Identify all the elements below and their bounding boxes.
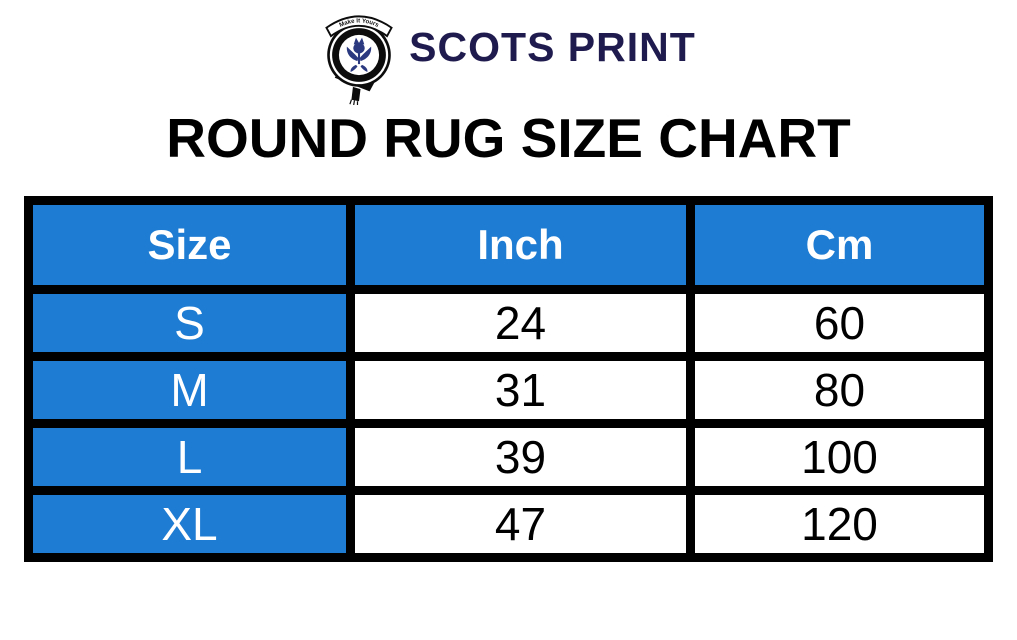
size-label-l: L (24, 418, 355, 495)
thistle-icon (346, 37, 372, 73)
table-row-l: L 39 100 (24, 418, 993, 495)
page-title: ROUND RUG SIZE CHART (166, 107, 851, 169)
cm-value-xl: 120 (686, 485, 993, 562)
inch-value-m: 31 (346, 351, 695, 428)
cm-value-s: 60 (686, 284, 993, 361)
size-label-m: M (24, 351, 355, 428)
logo: Make It Yours SCOTS PRINT (0, 0, 1017, 106)
cm-value-l: 100 (686, 418, 993, 495)
svg-text:Make It Yours: Make It Yours (339, 18, 380, 29)
size-label-xl: XL (24, 485, 355, 562)
inch-value-l: 39 (346, 418, 695, 495)
table-row-xl: XL 47 120 (24, 485, 993, 562)
table-row-m: M 31 80 (24, 351, 993, 428)
brand-wordmark: SCOTS PRINT (409, 23, 696, 70)
column-header-inch: Inch (346, 195, 695, 294)
column-header-size: Size (24, 195, 355, 294)
inch-value-xl: 47 (346, 485, 695, 562)
cm-value-m: 80 (686, 351, 993, 428)
size-chart-table: Size Inch Cm S 24 60 M 31 80 L 39 100 (24, 195, 993, 562)
table-row-s: S 24 60 (24, 284, 993, 361)
scots-print-crest-icon: Make It Yours (325, 15, 393, 105)
inch-value-s: 24 (346, 284, 695, 361)
header-row: Size Inch Cm (24, 195, 993, 294)
size-label-s: S (24, 284, 355, 361)
crest-motto-text: Make It Yours (339, 18, 380, 29)
crest-banner: Make It Yours (325, 15, 393, 38)
column-header-cm: Cm (686, 195, 993, 294)
